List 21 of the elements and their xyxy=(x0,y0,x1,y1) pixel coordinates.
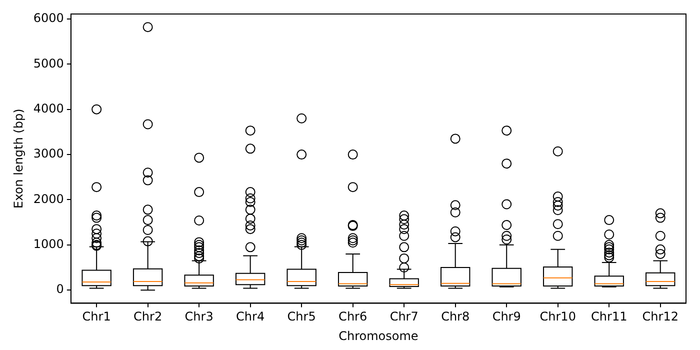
y-tick-label: 2000 xyxy=(33,192,64,206)
y-tick-label: 6000 xyxy=(33,11,64,26)
x-tick-label: Chr11 xyxy=(591,310,628,324)
x-tick-label: Chr6 xyxy=(338,310,368,324)
y-tick-label: 3000 xyxy=(33,146,64,161)
x-tick-label: Chr3 xyxy=(184,310,214,324)
y-tick-label: 1000 xyxy=(33,237,64,252)
x-tick-label: Chr9 xyxy=(492,310,521,324)
y-tick-label: 5000 xyxy=(33,56,64,70)
x-tick-label: Chr8 xyxy=(441,310,470,324)
y-tick-label: 4000 xyxy=(33,101,64,116)
x-tick-label: Chr5 xyxy=(287,310,316,324)
x-tick-label: Chr12 xyxy=(642,310,678,324)
x-tick-label: Chr10 xyxy=(540,310,576,324)
x-tick-label: Chr4 xyxy=(236,310,265,324)
x-axis-title: Chromosome xyxy=(338,328,418,343)
x-tick-label: Chr1 xyxy=(82,310,111,324)
y-axis-title: Exon length (bp) xyxy=(11,108,26,208)
x-tick-label: Chr2 xyxy=(134,310,162,324)
x-tick-label: Chr7 xyxy=(390,310,418,324)
y-tick-label: 0 xyxy=(56,282,64,296)
